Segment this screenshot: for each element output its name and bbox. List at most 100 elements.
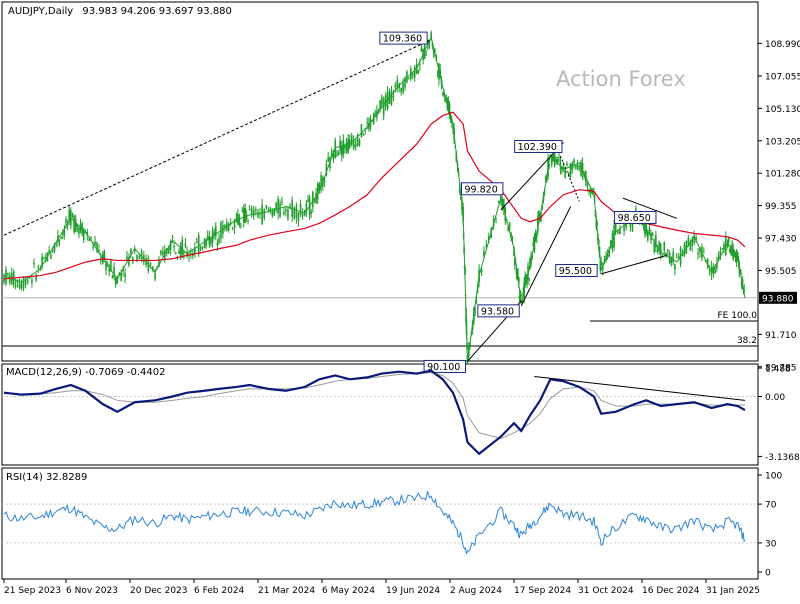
x-tick-label: 21 Sep 2023 <box>4 586 61 596</box>
price-candle-body <box>368 123 370 129</box>
wedge-lower-line <box>601 254 667 275</box>
x-tick-label: 2 Aug 2024 <box>450 586 502 596</box>
fibo-38-label: 38.2 <box>737 336 757 346</box>
price-candle-body <box>413 67 416 78</box>
price-candle-body <box>508 222 511 229</box>
price-candle-body <box>295 205 298 219</box>
price-candle-body <box>614 224 617 232</box>
price-candle-body <box>535 234 538 238</box>
price-candle-body <box>635 208 637 211</box>
macd-tick-label: -3.1368 <box>765 453 800 463</box>
price-candle-body <box>252 209 255 217</box>
price-label-box <box>379 31 428 45</box>
price-candle-body <box>606 254 609 256</box>
last-price-label: 93.880 <box>762 294 794 304</box>
price-candle-body <box>537 217 539 231</box>
price-candle-body <box>108 269 111 272</box>
price-candle-body <box>693 235 695 243</box>
price-candle-body <box>315 193 317 204</box>
price-candle-body <box>37 266 40 268</box>
price-candle-body <box>515 269 518 274</box>
price-candle-body <box>616 230 619 234</box>
price-candle-body <box>171 237 174 239</box>
price-candle-body <box>183 252 185 255</box>
x-tick-label: 31 Jan 2025 <box>706 586 760 596</box>
price-candle-body <box>517 273 519 275</box>
price-candle-body <box>257 211 259 218</box>
price-candle-body <box>24 280 27 285</box>
price-candle-body <box>273 208 276 215</box>
price-candle-body <box>82 228 85 241</box>
price-candle-body <box>485 244 488 247</box>
price-candle-body <box>78 227 80 235</box>
price-candle-body <box>149 263 152 265</box>
price-candle-body <box>347 138 349 153</box>
price-candle-body <box>68 209 71 220</box>
price-candle-body <box>293 207 296 219</box>
price-tick-label: 108.990 <box>765 40 800 50</box>
price-label-box <box>614 210 657 224</box>
price-candle-body <box>714 267 716 274</box>
price-candle-body <box>229 222 232 224</box>
price-candle-body <box>727 237 730 242</box>
price-candle-body <box>199 246 202 251</box>
price-candle-body <box>441 93 444 95</box>
price-candle-body <box>524 275 526 287</box>
price-candle-body <box>532 242 535 247</box>
price-candle-body <box>525 275 527 282</box>
price-candle-body <box>179 246 182 256</box>
price-candle-body <box>695 237 697 240</box>
price-candle-body <box>227 223 230 231</box>
dotted-trendline-high <box>3 39 432 236</box>
rsi-panel-frame <box>1 467 759 580</box>
price-candle-body <box>436 72 439 74</box>
price-candle-body <box>647 231 649 240</box>
price-candle-body <box>35 275 37 281</box>
price-candle-body <box>691 239 694 247</box>
price-candle-body <box>320 175 322 189</box>
price-candle-body <box>66 223 69 226</box>
price-candle-body <box>576 164 579 170</box>
price-candle-body <box>267 209 270 211</box>
price-candle-body <box>240 225 242 227</box>
price-candle-body <box>394 85 397 88</box>
price-candle-body <box>406 71 408 83</box>
price-candle-body <box>248 209 251 211</box>
price-tick-label: 101.280 <box>765 170 800 180</box>
price-candle-body <box>352 140 355 149</box>
price-candle-body <box>281 202 283 204</box>
price-candle-body <box>656 250 659 252</box>
price-candle-body <box>312 191 314 208</box>
price-candle-body <box>721 248 724 250</box>
price-candle-body <box>233 220 236 229</box>
price-candle-body <box>277 198 279 214</box>
price-candle-body <box>600 261 602 266</box>
price-candle-body <box>154 272 156 280</box>
channel-upper-line <box>500 142 564 211</box>
price-candle-body <box>708 268 711 271</box>
price-candle-body <box>98 250 100 252</box>
price-candle-body <box>305 203 308 212</box>
price-candle-body <box>206 235 209 239</box>
price-candle-body <box>384 95 387 107</box>
price-candle-body <box>50 254 52 259</box>
price-candle-body <box>631 218 634 231</box>
price-label: 99.820 <box>465 184 498 195</box>
price-candle-body <box>310 212 313 214</box>
price-candle-body <box>76 223 79 227</box>
price-candle-body <box>60 237 62 239</box>
price-tick-label: 99.355 <box>765 202 797 212</box>
price-candle-body <box>723 244 725 250</box>
x-tick-label: 17 Sep 2024 <box>514 586 571 596</box>
price-candle-body <box>238 217 241 226</box>
price-candle-body <box>195 241 198 243</box>
last-price-box <box>759 291 797 304</box>
price-candle-body <box>648 228 651 231</box>
price-candle-body <box>285 209 287 212</box>
price-candle-body <box>126 256 128 261</box>
price-candle-body <box>743 289 745 291</box>
price-label-box <box>555 264 598 278</box>
price-candle-body <box>138 255 141 259</box>
rsi-tick-label: 30 <box>765 539 777 549</box>
price-candle-body <box>261 204 263 224</box>
